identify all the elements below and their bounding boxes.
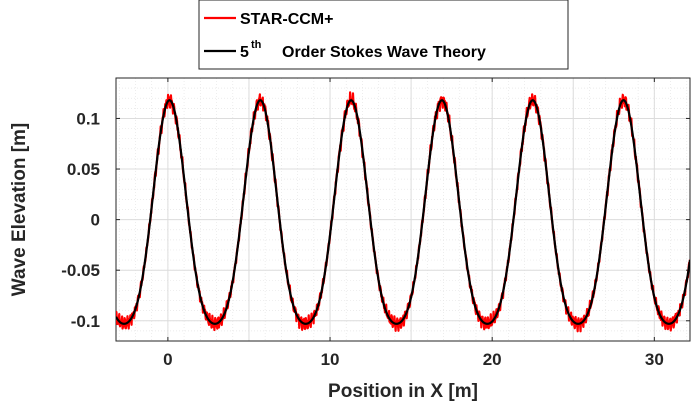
legend-label-stokes-superscript: th — [251, 39, 262, 51]
y-tick-label: 0 — [91, 211, 100, 230]
y-tick-label: -0.1 — [71, 312, 100, 331]
series-group — [116, 91, 690, 333]
y-tick-label: 0.05 — [67, 160, 100, 179]
x-tick-label: 20 — [483, 350, 502, 369]
legend-label-stokes-text: Order Stokes Wave Theory — [282, 44, 486, 61]
x-tick-label: 30 — [645, 350, 664, 369]
x-tick-label: 10 — [321, 350, 340, 369]
y-tick-label: -0.05 — [61, 261, 100, 280]
y-tick-labels: 0.1 0.05 0 -0.05 -0.1 — [61, 109, 100, 330]
series-line-stokes — [116, 99, 690, 325]
legend-label-stokes-order: 5 — [240, 44, 249, 61]
y-axis-label: Wave Elevation [m] — [9, 123, 30, 297]
plot-area — [115, 77, 691, 342]
x-axis-label: Position in X [m] — [328, 381, 478, 402]
legend-label-star-ccm: STAR-CCM+ — [240, 11, 333, 28]
y-tick-label: 0.1 — [76, 109, 100, 128]
legend: STAR-CCM+ 5 th Order Stokes Wave Theory — [198, 0, 569, 70]
series-line-star-ccm — [116, 91, 690, 333]
legend-box — [198, 0, 569, 70]
x-tick-labels: 0 10 20 30 — [163, 350, 664, 369]
x-tick-label: 0 — [163, 350, 172, 369]
